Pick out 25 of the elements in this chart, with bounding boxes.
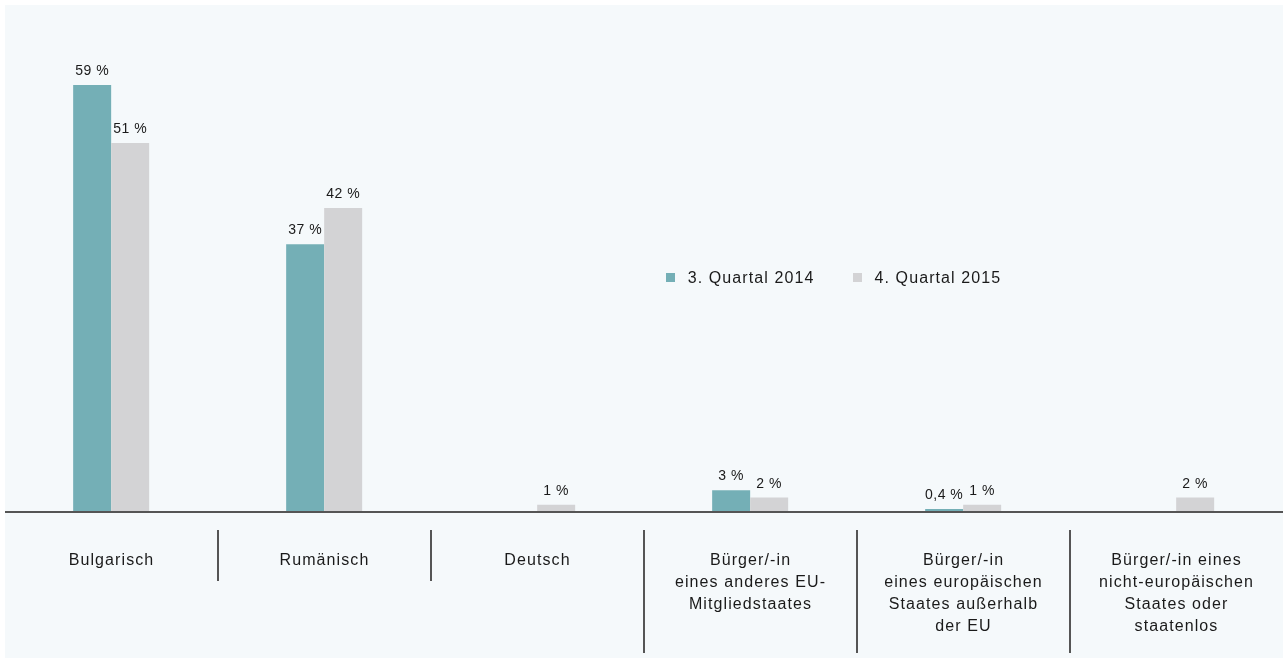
bar xyxy=(73,85,112,512)
data-label: 2 % xyxy=(756,474,782,491)
x-tick-label: Rumänisch xyxy=(279,551,370,568)
data-label: 3 % xyxy=(718,467,744,484)
data-label: 51 % xyxy=(113,119,148,136)
x-tick-label: Bürger/-in eines nicht-europäischen Staates oder staatenlos xyxy=(1099,551,1254,634)
bar xyxy=(750,497,789,512)
x-tick-label: Bulgarisch xyxy=(68,551,155,568)
x-tick-label: Bürger/-in eines europäischen Staates außerhalb der EU xyxy=(884,551,1043,634)
data-label: 1 % xyxy=(543,481,569,498)
bar xyxy=(286,244,325,512)
legend-label: 3. Quartal 2014 xyxy=(687,268,815,287)
data-label: 37 % xyxy=(288,221,323,238)
data-label: 42 % xyxy=(326,185,361,202)
bar xyxy=(324,208,363,512)
bar xyxy=(712,490,751,512)
data-label: 59 % xyxy=(75,62,110,78)
bar xyxy=(111,142,150,512)
legend-label: 4. Quartal 2015 xyxy=(874,268,1002,287)
x-tick-label: Bürger/-in eines anderes EU- Mitgliedstaates xyxy=(674,551,827,612)
bar xyxy=(1176,497,1215,512)
data-label: 2 % xyxy=(1182,474,1208,491)
x-tick-label: Deutsch xyxy=(504,551,571,568)
data-label: 1 % xyxy=(969,481,995,498)
data-label: 0,4 % xyxy=(925,486,964,503)
